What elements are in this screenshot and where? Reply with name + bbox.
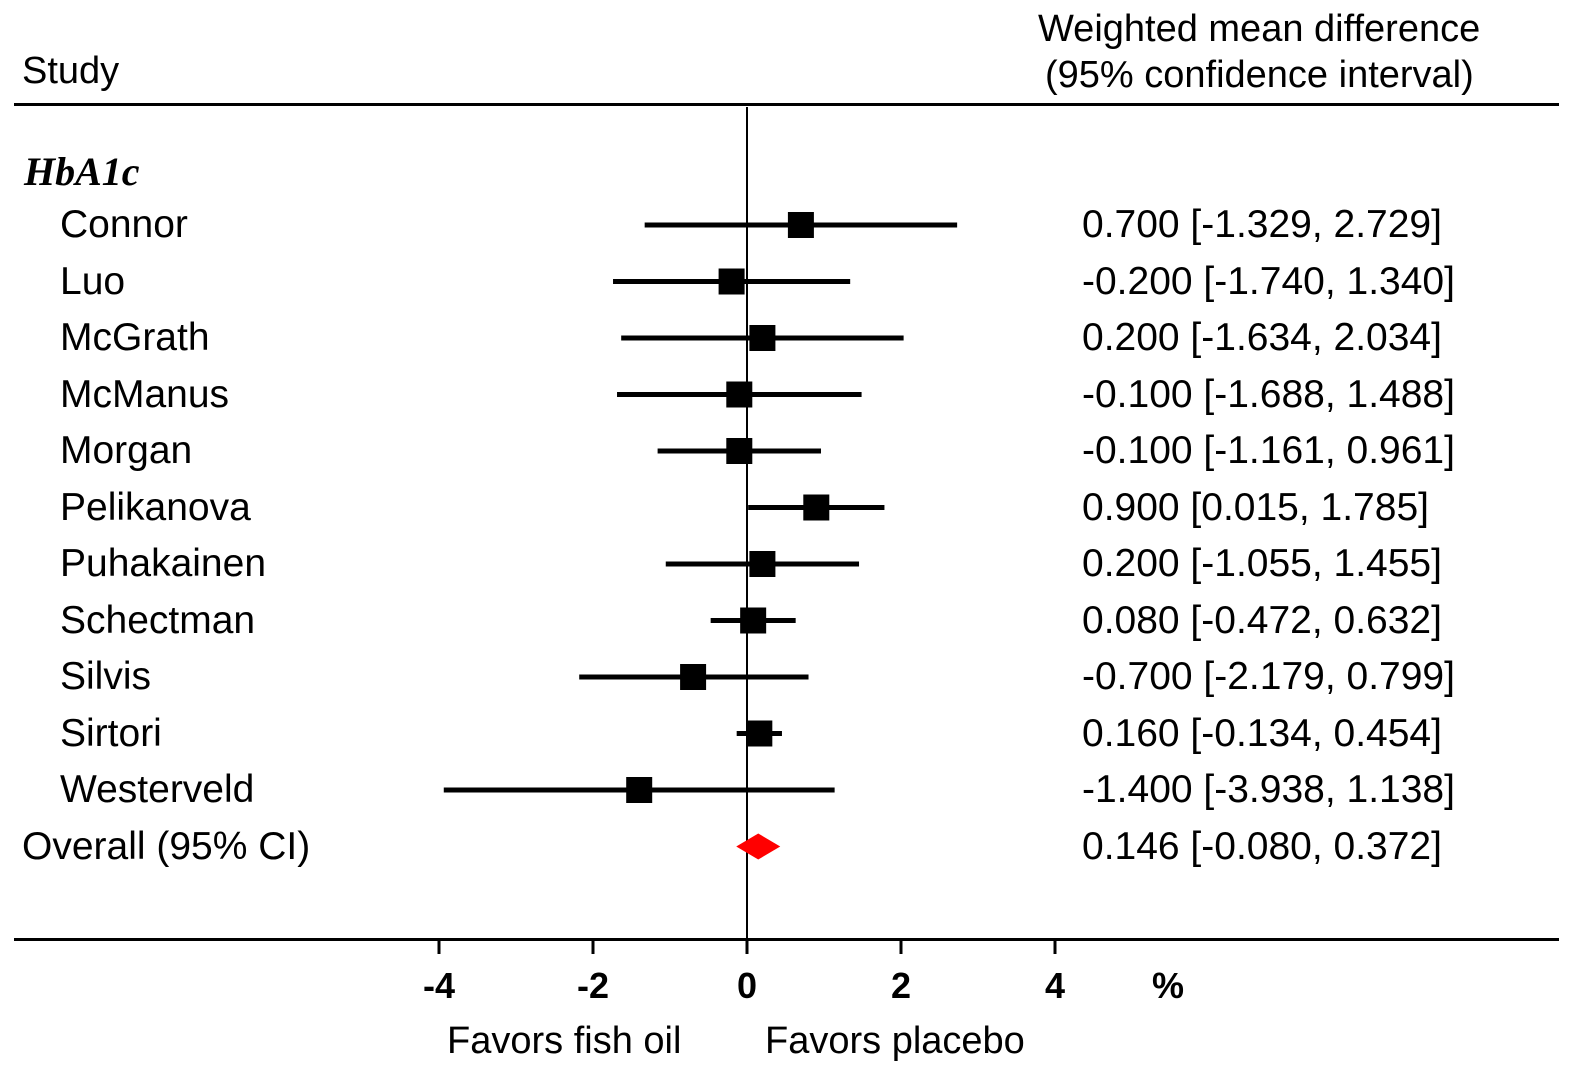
- estimate-marker: [746, 721, 772, 747]
- x-tick-label: 4: [1045, 966, 1065, 1006]
- x-tick-label: 2: [891, 966, 911, 1006]
- estimate-marker: [749, 551, 775, 577]
- estimate-marker: [626, 777, 652, 803]
- x-tick-label: -4: [423, 966, 455, 1006]
- estimate-marker: [719, 269, 745, 295]
- estimate-marker: [726, 382, 752, 408]
- x-tick-label: 0: [737, 966, 757, 1006]
- favors-left-label: Favors fish oil: [447, 1020, 681, 1062]
- overall-diamond: [736, 834, 780, 860]
- estimate-marker: [740, 608, 766, 634]
- estimate-marker: [680, 664, 706, 690]
- x-tick-label: -2: [577, 966, 609, 1006]
- favors-right-label: Favors placebo: [765, 1020, 1025, 1062]
- estimate-marker: [803, 495, 829, 521]
- estimate-marker: [788, 212, 814, 238]
- estimate-marker: [749, 325, 775, 351]
- x-axis-unit: %: [1152, 966, 1184, 1006]
- estimate-marker: [726, 438, 752, 464]
